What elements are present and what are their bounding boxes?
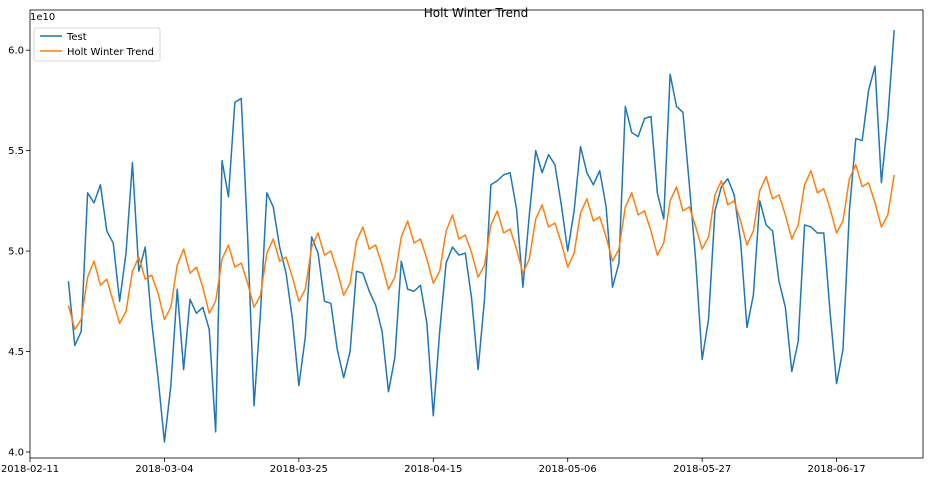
x-tick-label: 2018-04-15 xyxy=(404,464,462,475)
x-tick-label: 2018-03-04 xyxy=(135,464,193,475)
y-offset-label: 1e10 xyxy=(30,12,55,23)
x-tick-label: 2018-03-25 xyxy=(270,464,328,475)
legend: Test Holt Winter Trend xyxy=(33,27,161,62)
series-line-holt-winter-trend xyxy=(67,163,895,331)
x-axis: 2018-02-11 2018-03-04 2018-03-25 2018-04-15… xyxy=(1,458,866,475)
y-axis: 4.0 4.5 5.0 5.5 6.0 xyxy=(8,46,30,458)
y-tick-label: 5.5 xyxy=(8,146,24,157)
y-tick-label: 4.0 xyxy=(8,447,24,458)
x-tick-label: 2018-02-11 xyxy=(1,464,59,475)
series-line-test xyxy=(67,30,895,443)
legend-label-test: Test xyxy=(66,32,87,43)
legend-box xyxy=(33,27,161,62)
y-tick-label: 6.0 xyxy=(8,46,24,57)
x-tick-label: 2018-05-27 xyxy=(673,464,731,475)
y-tick-label: 4.5 xyxy=(8,347,24,358)
x-tick-label: 2018-05-06 xyxy=(539,464,597,475)
plot-area xyxy=(29,9,924,459)
chart-title: Holt Winter Trend xyxy=(424,6,528,20)
legend-label-holt-winter-trend: Holt Winter Trend xyxy=(67,47,154,58)
y-tick-label: 5.0 xyxy=(8,247,24,258)
series-layer xyxy=(67,30,895,443)
x-tick-label: 2018-06-17 xyxy=(808,464,866,475)
